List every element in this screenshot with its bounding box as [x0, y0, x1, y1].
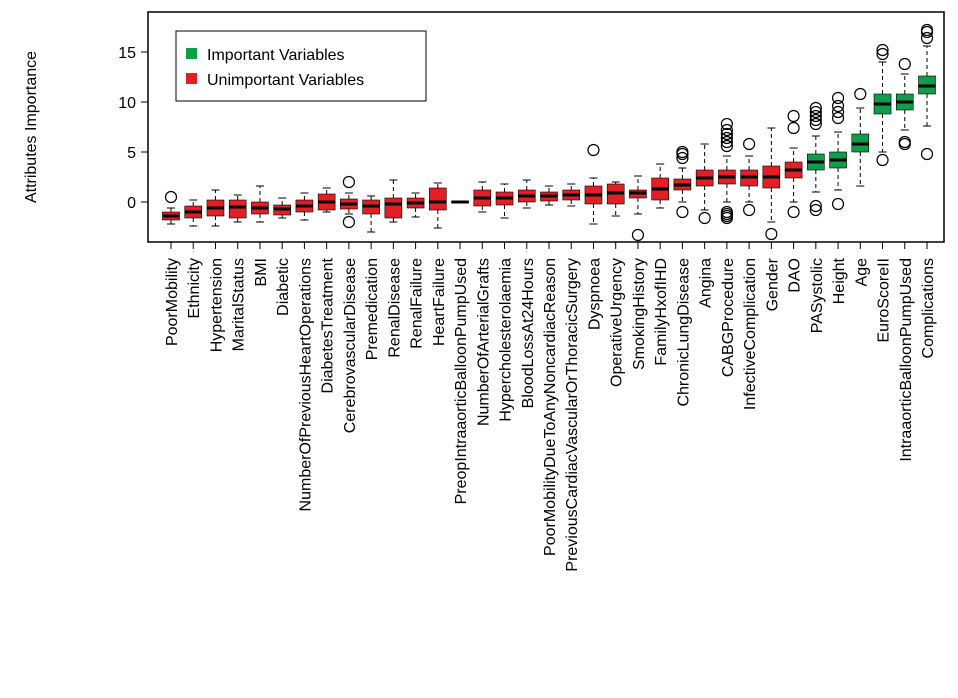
outlier [920, 31, 934, 45]
outlier [342, 215, 355, 229]
box [228, 199, 247, 219]
x-tick-label: IntraaorticBalloonPumpUsed [898, 258, 915, 462]
x-tick-label: NumberOfArterialGrafts [475, 258, 492, 426]
outlier [809, 109, 822, 123]
outlier [676, 151, 689, 165]
outlier [898, 57, 911, 71]
x-tick-label: InfectiveComplication [742, 258, 759, 410]
outlier [831, 105, 845, 119]
x-tick-label: MaritalStatus [231, 258, 248, 351]
outlier [676, 145, 689, 159]
outlier [831, 99, 845, 113]
x-tick-label: HeartFailure [431, 258, 448, 346]
outlier [164, 190, 178, 204]
y-tick-label: 5 [127, 145, 136, 162]
outlier [765, 227, 778, 241]
x-tick-label: CABGProcedure [720, 258, 737, 377]
y-axis-label: Attributes Importance [23, 51, 40, 203]
x-tick-label: Diabetic [275, 258, 292, 316]
legend-label: Unimportant Variables [207, 72, 364, 89]
outlier [720, 131, 733, 145]
outlier [831, 91, 845, 105]
outlier [743, 137, 756, 151]
y-tick-label: 0 [127, 195, 136, 212]
outlier [720, 211, 733, 225]
outlier [698, 211, 711, 225]
x-tick-label: Hypertension [208, 258, 225, 352]
outlier [920, 147, 934, 161]
x-tick-label: EuroScoreII [876, 258, 893, 342]
x-tick-label: Gender [764, 257, 781, 311]
outlier [676, 205, 689, 219]
x-tick-label: Height [831, 257, 848, 304]
outlier [854, 87, 867, 101]
outlier [342, 175, 355, 189]
x-tick-label: Angina [698, 258, 715, 308]
x-tick-label: Hypercholesterolaemia [498, 258, 515, 422]
outlier [787, 109, 800, 123]
x-tick-label: DiabetesTreatment [320, 257, 337, 393]
legend-swatch [186, 48, 197, 59]
outlier [787, 205, 800, 219]
outlier [720, 117, 733, 131]
outlier [720, 135, 733, 149]
x-tick-label: Dyspnoea [586, 258, 603, 330]
outlier [876, 43, 889, 57]
outlier [809, 117, 822, 131]
y-tick-label: 10 [118, 95, 136, 112]
outlier [809, 199, 822, 213]
x-tick-label: BloodLossAt24Hours [520, 258, 537, 408]
outlier [809, 113, 822, 127]
outlier [831, 111, 845, 125]
outlier [898, 137, 911, 151]
x-tick-label: FamilyHxofIHD [653, 258, 670, 366]
x-tick-label: PoorMobilityDueToAnyNoncardiacReason [542, 258, 559, 556]
x-tick-label: PreopIntraaorticBalloonPumpUsed [453, 258, 470, 504]
x-tick-label: Ethnicity [186, 258, 203, 318]
x-tick-label: RenalFailure [409, 258, 426, 349]
outlier [876, 153, 889, 167]
outlier [720, 123, 733, 137]
x-tick-label: PASystolic [809, 258, 826, 333]
outlier [787, 121, 800, 135]
x-tick-label: Premedication [364, 258, 381, 360]
box [384, 197, 403, 219]
x-tick-label: BMI [253, 258, 270, 286]
y-tick-label: 15 [118, 45, 136, 62]
outlier [920, 23, 934, 37]
outlier [587, 143, 600, 157]
outlier [831, 197, 845, 211]
legend-frame [175, 30, 427, 102]
outlier [809, 101, 822, 115]
box [429, 187, 447, 211]
x-tick-label: NumberOfPreviousHeartOperations [297, 258, 314, 511]
x-tick-label: ChronicLungDisease [675, 258, 692, 407]
outlier [631, 228, 645, 242]
x-tick-label: DAO [787, 258, 804, 293]
outlier [809, 203, 822, 217]
outlier [720, 127, 733, 141]
x-tick-label: OperativeUrgency [609, 258, 626, 387]
x-tick-label: PoorMobility [164, 258, 181, 346]
x-tick-label: PreviousCardiacVascularOrThoracicSurgery [564, 258, 581, 572]
outlier [720, 139, 733, 153]
outlier [876, 47, 889, 61]
outlier [809, 105, 822, 119]
legend-swatch [186, 73, 197, 84]
x-tick-label: RenalDisease [386, 258, 403, 358]
legend-label: Important Variables [207, 47, 345, 64]
plot-frame [147, 11, 945, 243]
x-tick-label: Age [853, 258, 870, 287]
x-tick-label: CerebrovascularDisease [342, 258, 359, 433]
x-tick-label: SmokingHistory [631, 258, 648, 370]
x-tick-label: Complications [920, 258, 937, 358]
outlier [743, 203, 756, 217]
